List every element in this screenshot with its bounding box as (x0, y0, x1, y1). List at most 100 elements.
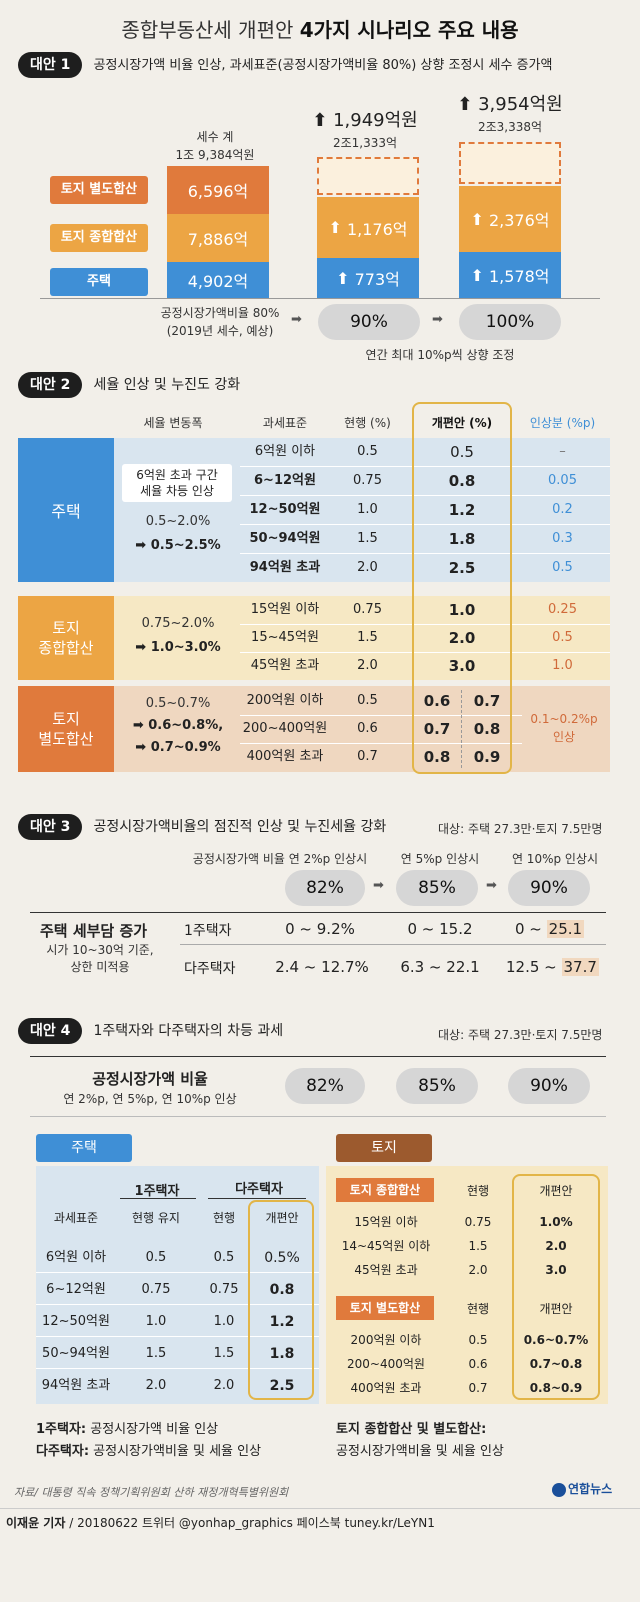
alt4-note-one: 1주택자: 공정시장가액 비율 인상 (36, 1422, 219, 1437)
table-row: 6~12억원 0.75 0.75 0.8 (46, 1282, 295, 1298)
alt3-multi-v3: 12.5 ~ 37.7 (506, 958, 599, 976)
alt3-title: 공정시장가액비율의 점진적 인상 및 누진세율 강화 (93, 819, 387, 835)
alt1-heading: 대안 1 공정시장가액 비율 인상, 과세표준(공정시장가액비율 80%) 상향… (18, 52, 552, 79)
sep-divider (461, 690, 462, 768)
hdr-current: 현행 (%) (344, 416, 391, 430)
alt4-land-tag: 토지 (336, 1134, 432, 1162)
land-comb-label: 토지 종합합산 (18, 596, 114, 680)
land-comb-range-old: 0.75~2.0% (141, 616, 215, 631)
house-label: 주택 (18, 438, 114, 582)
alt2-heading: 대안 2 세율 인상 및 누진도 강화 (18, 372, 240, 398)
alt4-land-col-new: 개편안 (539, 1184, 573, 1198)
house-note-2: 세율 차등 인상 (140, 484, 214, 498)
alt1-pill-90: 90% (318, 304, 420, 340)
alt3-one-v2: 0 ~ 15.2 (407, 920, 473, 938)
alt2-title: 세율 인상 및 누진도 강화 (93, 377, 241, 393)
alt4-pill-90: 90% (508, 1068, 590, 1104)
footer-divider (0, 1508, 640, 1509)
hdr-range: 세율 변동폭 (143, 416, 203, 430)
land-comb-range-new: ➡ 1.0~3.0% (135, 640, 221, 655)
alt3-col-head-1: 공정시장가액 비율 연 2%p 인상시 (192, 852, 368, 866)
alt3-row-divider (180, 944, 606, 945)
alt3-col-head-2: 연 5%p 인상시 (400, 852, 480, 866)
alt4-pill-85: 85% (396, 1068, 478, 1104)
base-label-1: 공정시장가액비율 80% (160, 306, 280, 320)
alt3-note-2: 상한 미적용 (70, 960, 130, 974)
alt3-arrow-2: ➡ (486, 878, 497, 893)
bar-house: 4,902억 (167, 262, 269, 298)
hdr-new: 개편안 (%) (431, 416, 493, 430)
alt4-house-highlight (248, 1200, 314, 1400)
bar-land-separate: 6,596억 (167, 166, 269, 214)
table-row: 94억원 초과 2.0 2.5 0.5 (249, 559, 573, 577)
table-row: 50~94억원 1.5 1.8 0.3 (249, 530, 573, 548)
table-row: 50~94억원 1.5 1.5 1.8 (42, 1346, 295, 1362)
table-row: 400억원 초과 0.7 0.8~0.9 (350, 1381, 583, 1395)
source-note: 자료/ 대통령 직속 정책기획위원회 산하 재정개혁특별위원회 (14, 1486, 289, 1499)
col1-bar-land-combined: ⬆ 1,176억 (317, 197, 419, 258)
alt4-land-comb-label: 토지 종합합산 (336, 1178, 434, 1202)
col2-bar-house: ⬆ 1,578억 (459, 252, 561, 298)
land-sep-range-old: 0.5~0.7% (145, 696, 211, 711)
alt4-title: 1주택자와 다주택자의 차등 과세 (93, 1023, 284, 1039)
table-row: 12~50억원 1.0 1.0 1.2 (42, 1314, 295, 1330)
credit-line: 이재윤 기자 / 20180622 트위터 @yonhap_graphics 페… (6, 1516, 435, 1530)
alt1-note: 연간 최대 10%p씩 상향 조정 (365, 348, 515, 362)
alt2-header-row: 세율 변동폭 과세표준 현행 (%) 개편안 (%) 인상분 (%p) (0, 414, 640, 434)
alt4-pill-82: 82% (285, 1068, 365, 1104)
page-title: 종합부동산세 개편안 4가지 시나리오 주요 내용 (121, 18, 519, 42)
alt4-house-header: 과세표준 현행 유지 현행 개편안 (53, 1211, 299, 1225)
alt4-land-col-cur: 현행 (466, 1184, 490, 1198)
table-row: 45억원 초과 2.0 3.0 1.0 (250, 657, 573, 675)
alt3-pill-82: 82% (285, 870, 365, 906)
house-rows: 6억원 이하 0.5 0.5– 6~12억원 0.75 0.8 0.05 12~50억원 1… (18, 438, 610, 582)
alt4-land-col-new-2: 개편안 (539, 1302, 573, 1316)
land-sep-label: 토지 별도합산 (18, 686, 114, 772)
col1-dashed-box (317, 157, 419, 195)
table-row: 12~50억원 1.0 1.2 0.2 (249, 501, 573, 519)
baseline (40, 298, 600, 299)
alt3-divider (30, 912, 606, 913)
col2-bar-land-combined: ⬆ 2,376억 (459, 186, 561, 252)
col2-increase: ⬆ 3,954억원 (457, 94, 563, 115)
alt3-badge: 대안 3 (18, 814, 83, 840)
alt3-target: 대상: 주택 27.3만·토지 7.5만명 (438, 822, 603, 836)
total-label: 세수 계 (196, 130, 234, 144)
alt1-pill-100: 100% (459, 304, 561, 340)
arrow-right-1: ➡ (291, 312, 302, 327)
table-row: 6~12억원 0.75 0.8 0.05 (254, 472, 577, 490)
alt4-land-highlight (512, 1174, 600, 1400)
col1-increase: ⬆ 1,949억원 (312, 110, 418, 131)
alt4-ratio-title: 공정시장가액 비율 (92, 1070, 208, 1088)
table-row: 6억원 이하 0.5 0.5 0.5% (45, 1250, 300, 1266)
alt4-target: 대상: 주택 27.3만·토지 7.5만명 (438, 1028, 603, 1042)
table-row: 15~45억원 1.5 2.0 0.5 (251, 629, 573, 647)
label-land-combined: 토지 종합합산 (50, 224, 148, 252)
alt4-ratio-note: 연 2%p, 연 5%p, 연 10%p 인상 (63, 1092, 237, 1106)
alt3-pill-90: 90% (508, 870, 590, 906)
alt3-note-1: 시가 10~30억 기준, (46, 943, 154, 957)
arrow-right-2: ➡ (432, 312, 443, 327)
table-row: 14~45억원 이하 1.5 2.0 (341, 1239, 567, 1253)
table-row: 15억원 이하 0.75 1.0 0.25 (250, 601, 577, 619)
agency-logo: 연합뉴스 (552, 1480, 612, 1497)
alt4-mid-line (30, 1116, 606, 1117)
new-plan-highlight (412, 402, 512, 774)
table-row: 200억원 이하 0.5 0.6 0.7 (246, 692, 501, 710)
alt3-pill-85: 85% (396, 870, 478, 906)
alt4-house-tag: 주택 (36, 1134, 132, 1162)
alt4-land-note: 공정시장가액비율 및 세율 인상 (336, 1444, 504, 1459)
house-note: 6억원 초과 구간 세율 차등 인상 (122, 464, 232, 502)
land-comb-block: 토지 종합합산 0.75~2.0% ➡ 1.0~3.0% 15억원 이하 0.75 1… (18, 596, 610, 680)
land-sep-increase: 0.1~0.2%p 인상 (530, 712, 598, 744)
alt1-badge: 대안 1 (18, 52, 83, 78)
alt4-top-line (30, 1056, 606, 1057)
alt3-heading: 대안 3 공정시장가액비율의 점진적 인상 및 누진세율 강화 (18, 814, 386, 840)
base-label-2: (2019년 세수, 예상) (166, 324, 274, 338)
alt3-col-head-3: 연 10%p 인상시 (511, 852, 599, 866)
label-land-separate: 토지 별도합산 (50, 176, 148, 204)
alt4-land-col-cur-2: 현행 (466, 1302, 490, 1316)
table-row: 400억원 초과 0.7 0.8 0.9 (246, 748, 501, 766)
house-range-new: ➡ 0.5~2.5% (135, 538, 221, 553)
land-sep-range-new-1: ➡ 0.6~0.8%, (132, 718, 224, 733)
